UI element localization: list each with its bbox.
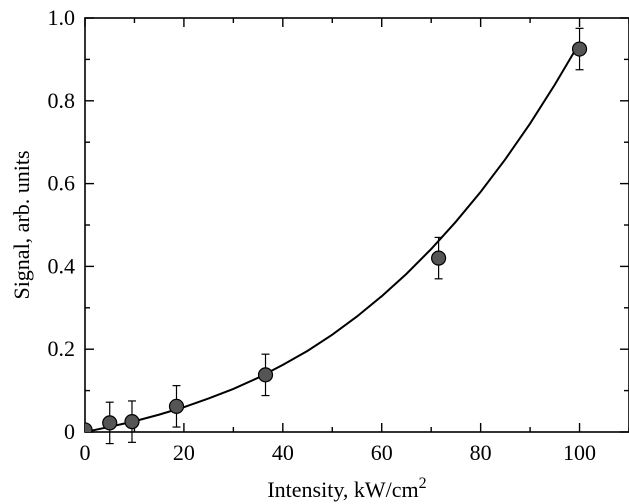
data-point [85,422,93,432]
plot-frame [84,17,629,433]
x-axis-title-superscript: 2 [419,475,427,492]
data-point [571,41,588,57]
x-tick-label: 0 [80,440,91,465]
x-axis-title-text: Intensity, kW/cm [267,477,418,502]
x-tick-label: 40 [272,440,294,465]
plot-area [84,17,629,433]
y-axis-title: Signal, arb. units [9,150,34,299]
y-tick-label: 1.0 [48,5,76,30]
ticks [84,17,629,433]
y-tick-label: 0.2 [48,336,76,361]
x-tick-label: 80 [470,440,492,465]
data-point [102,415,118,431]
data-point [257,367,274,383]
x-tick-label: 100 [563,440,596,465]
x-tick-label: 60 [371,440,393,465]
data-point [431,250,447,266]
data-point [168,398,185,414]
y-tick-label: 0.6 [48,171,76,196]
data-point [124,414,140,430]
tick-labels: 0 20 40 60 80 100 0 0.2 0.4 0.6 0.8 1.0 [48,5,597,465]
y-tick-label: 0.4 [48,253,76,278]
fit-curve [85,42,581,432]
x-tick-label: 20 [173,440,195,465]
y-tick-label: 0.8 [48,88,76,113]
y-tick-label: 0 [64,419,75,444]
series-layer [85,27,588,445]
x-axis-title: Intensity, kW/cm2 [267,475,426,502]
